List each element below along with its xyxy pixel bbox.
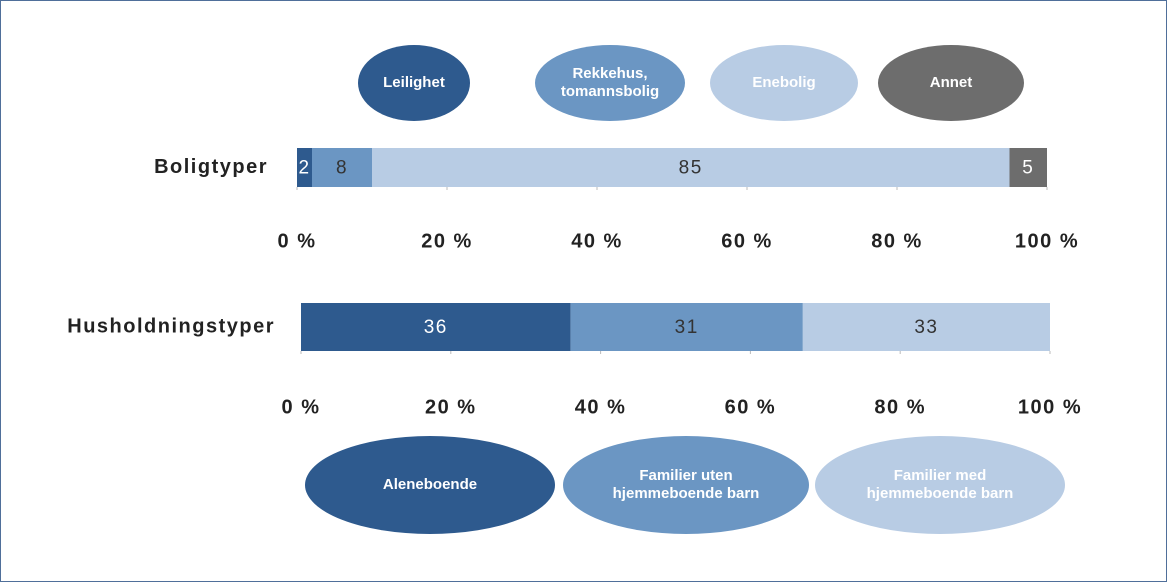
legend-swatch	[358, 45, 470, 121]
bar-segment	[1009, 148, 1047, 187]
legend-label-box: Annet	[929, 74, 973, 91]
bar-segment	[312, 148, 372, 187]
legend-label: Leilighet	[383, 74, 445, 91]
legend-label: Familier uten hjemmeboende barn	[612, 467, 760, 502]
bar-segment	[301, 303, 571, 351]
legend-swatch	[815, 436, 1065, 534]
x-tick-label: 100 %	[1015, 230, 1079, 252]
category-label: Husholdningstyper	[67, 315, 275, 337]
legend-label-box: Familier uten hjemmeboende barn	[612, 467, 760, 502]
x-tick-label: 40 %	[575, 396, 627, 418]
data-label: 31	[675, 317, 699, 338]
x-tick-label: 80 %	[871, 230, 923, 252]
legend-label: Enebolig	[752, 74, 816, 91]
data-label: 33	[914, 317, 938, 338]
legend-label: Familier med hjemmeboende barn	[866, 467, 1014, 502]
x-tick-label: 60 %	[721, 230, 773, 252]
legend-swatch	[305, 436, 555, 534]
data-label: 85	[679, 158, 703, 179]
x-tick-label: 0 %	[278, 230, 317, 252]
x-tick-label: 20 %	[421, 230, 473, 252]
legend-label-box: Familier med hjemmeboende barn	[866, 467, 1014, 502]
data-label: 8	[336, 158, 348, 179]
x-tick-label: 100 %	[1018, 396, 1082, 418]
legend-swatch	[710, 45, 858, 121]
legend-label: Aleneboende	[382, 476, 478, 493]
legend-label-box: Rekkehus, tomannsbolig	[560, 65, 660, 100]
legend-swatch	[878, 45, 1024, 121]
category-label: Boligtyper	[154, 156, 268, 178]
legend-label: Annet	[929, 74, 973, 91]
data-label: 2	[298, 158, 310, 179]
legend-label-box: Leilighet	[383, 74, 445, 91]
data-label: 5	[1022, 158, 1034, 179]
bar-segment	[297, 148, 312, 187]
x-tick-label: 40 %	[571, 230, 623, 252]
bar-segment	[570, 303, 803, 351]
legend-swatch	[535, 45, 685, 121]
x-tick-label: 60 %	[725, 396, 777, 418]
legend-label-box: Aleneboende	[382, 476, 478, 493]
data-label: 36	[424, 317, 448, 338]
x-tick-label: 80 %	[874, 396, 926, 418]
legend-label: Rekkehus, tomannsbolig	[560, 65, 660, 100]
legend-label-box: Enebolig	[752, 74, 816, 91]
x-tick-label: 20 %	[425, 396, 477, 418]
bar-segment	[802, 303, 1050, 351]
x-tick-label: 0 %	[282, 396, 321, 418]
bar-segment	[372, 148, 1010, 187]
legend-swatch	[563, 436, 809, 534]
